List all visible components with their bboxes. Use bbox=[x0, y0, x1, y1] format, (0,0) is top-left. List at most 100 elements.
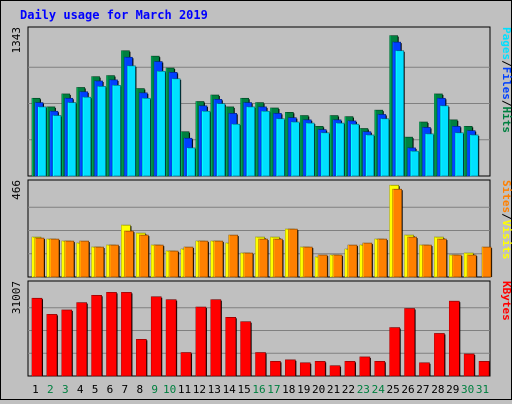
bar-face bbox=[463, 353, 475, 377]
bar-face bbox=[171, 78, 181, 177]
bar-face bbox=[469, 134, 479, 177]
bar-kbytes-day-19 bbox=[299, 362, 312, 377]
y-max-label: 466 bbox=[10, 180, 23, 200]
bar-face bbox=[168, 250, 179, 278]
bar-face bbox=[213, 240, 224, 278]
bar-sites-day-10 bbox=[168, 250, 180, 278]
bar-pages-day-9 bbox=[156, 70, 167, 177]
bar-face bbox=[440, 105, 449, 177]
bar-sites-day-1 bbox=[34, 237, 45, 278]
x-tick-label: 4 bbox=[77, 383, 84, 396]
bar-face bbox=[225, 317, 237, 377]
bar-kbytes-day-29 bbox=[448, 300, 461, 377]
bar-kbytes-day-17 bbox=[270, 361, 282, 377]
bar-face bbox=[305, 122, 315, 177]
bar-sites-day-23 bbox=[362, 242, 373, 278]
x-tick-label: 8 bbox=[136, 383, 143, 396]
bar-face bbox=[478, 361, 490, 377]
bar-face bbox=[329, 365, 341, 377]
bar-face bbox=[437, 238, 447, 278]
bar-sites-day-22 bbox=[347, 244, 358, 278]
bar-sites-day-14 bbox=[228, 234, 239, 278]
bar-sites-day-3 bbox=[64, 240, 75, 278]
x-tick-label: 18 bbox=[282, 383, 295, 396]
x-tick-label: 20 bbox=[312, 383, 325, 396]
bar-face bbox=[389, 327, 400, 377]
bar-face bbox=[350, 123, 360, 177]
axis-legend: Sites/Visits bbox=[500, 180, 512, 260]
bar-face bbox=[377, 238, 388, 278]
axis-legend-part: Visits bbox=[500, 220, 512, 260]
bar-face bbox=[261, 110, 270, 177]
y-max-label: 1343 bbox=[10, 27, 23, 54]
bar-pages-day-1 bbox=[37, 106, 47, 177]
bar-face bbox=[186, 147, 196, 177]
bar-face bbox=[136, 339, 147, 377]
bar-sites-day-5 bbox=[94, 246, 105, 278]
bar-face bbox=[299, 362, 311, 377]
bar-face bbox=[31, 297, 43, 377]
bar-face bbox=[64, 240, 75, 278]
bar-face bbox=[454, 132, 464, 177]
bar-sites-day-6 bbox=[109, 244, 120, 278]
bar-face bbox=[365, 134, 375, 177]
bar-sites-day-28 bbox=[437, 238, 448, 278]
bar-sites-day-27 bbox=[422, 244, 433, 278]
bar-face bbox=[291, 121, 300, 177]
bar-face bbox=[276, 118, 285, 177]
x-tick-label: 5 bbox=[92, 383, 99, 396]
bar-sites-day-24 bbox=[377, 238, 388, 278]
bar-pages-day-10 bbox=[171, 78, 182, 177]
axis-legend: KBytes bbox=[500, 281, 512, 321]
bar-kbytes-day-30 bbox=[463, 353, 476, 377]
bar-face bbox=[410, 150, 419, 177]
bar-face bbox=[61, 309, 73, 377]
bar-pages-day-3 bbox=[67, 102, 77, 177]
bar-kbytes-day-24 bbox=[374, 361, 386, 377]
bar-face bbox=[150, 296, 162, 377]
bar-face bbox=[344, 361, 356, 377]
bar-face bbox=[359, 356, 371, 377]
bar-pages-day-17 bbox=[276, 118, 286, 177]
bar-kbytes-day-16 bbox=[255, 352, 267, 377]
bar-face bbox=[34, 237, 45, 278]
bar-sites-day-21 bbox=[332, 254, 344, 278]
bar-face bbox=[255, 352, 266, 377]
bar-face bbox=[156, 70, 166, 177]
bar-pages-day-25 bbox=[395, 50, 405, 177]
x-tick-label: 10 bbox=[163, 383, 176, 396]
bar-face bbox=[142, 97, 151, 177]
bar-kbytes-day-4 bbox=[76, 302, 88, 377]
bar-face bbox=[332, 254, 343, 278]
bar-face bbox=[288, 228, 298, 278]
bar-sites-day-8 bbox=[139, 234, 150, 278]
bar-face bbox=[285, 359, 296, 377]
bar-face bbox=[37, 106, 47, 177]
axis-legend-part: KBytes bbox=[500, 281, 512, 321]
bar-face bbox=[109, 244, 119, 278]
bar-kbytes-day-20 bbox=[314, 361, 327, 377]
bar-kbytes-day-3 bbox=[61, 309, 73, 377]
bar-face bbox=[434, 333, 445, 377]
x-tick-label: 17 bbox=[267, 383, 280, 396]
bar-pages-day-12 bbox=[201, 110, 211, 177]
x-tick-label: 6 bbox=[107, 383, 114, 396]
bar-kbytes-day-15 bbox=[240, 321, 252, 377]
bar-face bbox=[302, 246, 313, 278]
bar-pages-day-23 bbox=[365, 134, 375, 177]
bar-face bbox=[139, 234, 149, 278]
axis-legend-part: Hits bbox=[500, 107, 512, 134]
x-tick-label: 15 bbox=[237, 383, 250, 396]
panel-visits-sites: 466 Sites/Visits bbox=[10, 179, 512, 278]
bar-sites-day-4 bbox=[79, 240, 90, 278]
bar-kbytes-day-11 bbox=[180, 352, 193, 377]
bar-sites-day-12 bbox=[198, 240, 209, 278]
bar-pages-day-2 bbox=[52, 115, 62, 177]
bar-face bbox=[425, 133, 434, 177]
bar-face bbox=[392, 188, 402, 278]
bar-face bbox=[466, 254, 477, 278]
x-tick-label: 25 bbox=[387, 383, 400, 396]
bar-face bbox=[121, 292, 132, 377]
bar-face bbox=[347, 244, 358, 278]
x-tick-label: 24 bbox=[372, 383, 386, 396]
